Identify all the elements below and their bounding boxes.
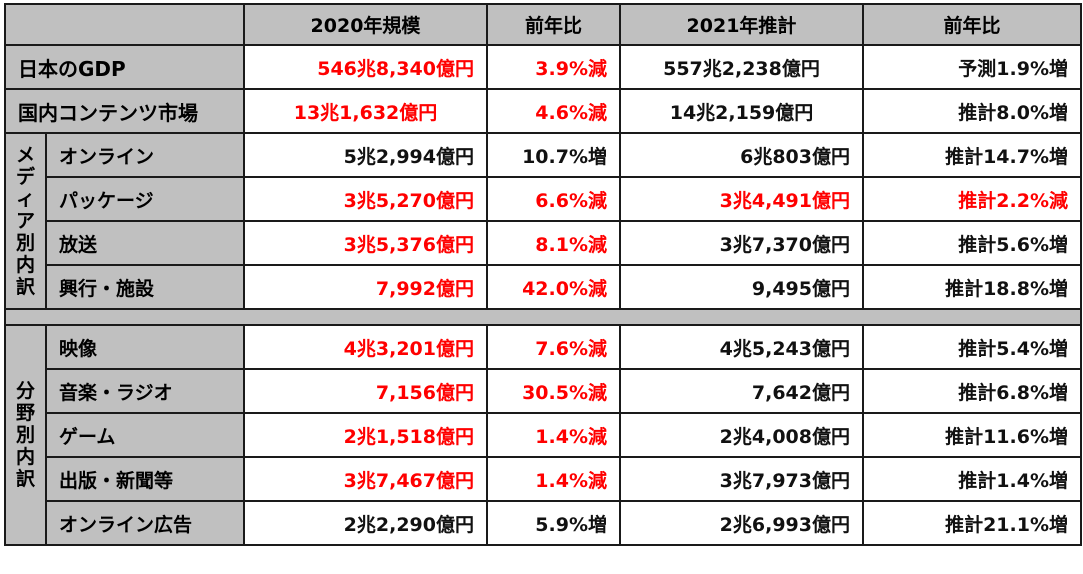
row-label-online: オンライン [45, 132, 245, 178]
cell-value-2020: 546兆8,340億円 [243, 44, 488, 90]
cell-yoy-2020: 7.6%減 [486, 324, 621, 370]
row-label-gdp: 日本のGDP [4, 44, 245, 90]
cell-yoy-2021: 推計2.2%減 [862, 176, 1082, 222]
cell-value-2021: 3兆7,973億円 [619, 456, 864, 502]
cell-yoy-2020: 1.4%減 [486, 456, 621, 502]
cell-value-2020: 2兆2,290億円 [243, 500, 488, 546]
header-yoy-2021: 前年比 [862, 3, 1082, 46]
cell-yoy-2020: 30.5%減 [486, 368, 621, 414]
cell-yoy-2021: 推計18.8%増 [862, 264, 1082, 310]
cell-yoy-2021: 推計11.6%増 [862, 412, 1082, 458]
table-row: 音楽・ラジオ 7,156億円 30.5%減 7,642億円 推計6.8%増 [5, 368, 1082, 414]
cell-value-2021: 4兆5,243億円 [619, 324, 864, 370]
table-row: メディア別内訳 オンライン 5兆2,994億円 10.7%増 6兆803億円 推… [4, 132, 1082, 310]
row-label-content-market: 国内コンテンツ市場 [4, 88, 245, 134]
cell-value-2021: 557兆2,238億円 [619, 44, 864, 90]
cell-value-2021: 6兆803億円 [619, 132, 864, 178]
header-2021-estimate: 2021年推計 [619, 3, 864, 46]
table-row: オンライン広告 2兆2,290億円 5.9%増 2兆6,993億円 推計21.1… [5, 500, 1082, 546]
data-table: 2020年規模 前年比 2021年推計 前年比 日本のGDP 546兆8,340… [4, 3, 1082, 546]
cell-value-2021: 3兆4,491億円 [619, 176, 864, 222]
cell-yoy-2021: 推計5.6%増 [862, 220, 1082, 266]
cell-value-2021: 2兆4,008億円 [619, 412, 864, 458]
cell-value-2020: 3兆5,376億円 [243, 220, 488, 266]
row-label-music-radio: 音楽・ラジオ [45, 368, 245, 414]
cell-value-2020: 13兆1,632億円 [243, 88, 488, 134]
header-row: 2020年規模 前年比 2021年推計 前年比 [4, 3, 1082, 46]
cell-yoy-2021: 推計8.0%増 [862, 88, 1082, 134]
row-label-live-events: 興行・施設 [45, 264, 245, 310]
cell-yoy-2021: 推計6.8%増 [862, 368, 1082, 414]
cell-yoy-2021: 推計14.7%増 [862, 132, 1082, 178]
group-label-media: メディア別内訳 [4, 132, 47, 310]
row-label-game: ゲーム [45, 412, 245, 458]
cell-yoy-2021: 推計5.4%増 [862, 324, 1082, 370]
cell-value-2020: 4兆3,201億円 [243, 324, 488, 370]
table-row: 日本のGDP 546兆8,340億円 3.9%減 557兆2,238億円 予測1… [4, 44, 1082, 90]
table-row: 国内コンテンツ市場 13兆1,632億円 4.6%減 14兆2,159億円 推計… [4, 88, 1082, 134]
market-size-table: 2020年規模 前年比 2021年推計 前年比 日本のGDP 546兆8,340… [4, 3, 1082, 571]
cell-value-2021: 7,642億円 [619, 368, 864, 414]
header-yoy-2020: 前年比 [486, 3, 621, 46]
group-label-field-text: 分野別内訳 [15, 380, 35, 490]
cell-value-2020: 7,992億円 [243, 264, 488, 310]
table-row: パッケージ 3兆5,270億円 6.6%減 3兆4,491億円 推計2.2%減 [5, 176, 1082, 222]
cell-yoy-2020: 10.7%増 [486, 132, 621, 178]
group-label-field: 分野別内訳 [4, 324, 47, 546]
cell-yoy-2021: 予測1.9%増 [862, 44, 1082, 90]
header-2020-size: 2020年規模 [243, 3, 488, 46]
cell-yoy-2020: 3.9%減 [486, 44, 621, 90]
cell-value-2021: 2兆6,993億円 [619, 500, 864, 546]
header-blank-cell [4, 3, 245, 46]
separator-row [4, 308, 1082, 326]
cell-yoy-2020: 4.6%減 [486, 88, 621, 134]
cell-yoy-2020: 8.1%減 [486, 220, 621, 266]
cell-value-2020: 3兆5,270億円 [243, 176, 488, 222]
cell-yoy-2021: 推計1.4%増 [862, 456, 1082, 502]
cell-value-2020: 7,156億円 [243, 368, 488, 414]
cell-value-2020: 5兆2,994億円 [243, 132, 488, 178]
table-row: ゲーム 2兆1,518億円 1.4%減 2兆4,008億円 推計11.6%増 [5, 412, 1082, 458]
cell-value-2021: 9,495億円 [619, 264, 864, 310]
table-row: 放送 3兆5,376億円 8.1%減 3兆7,370億円 推計5.6%増 [5, 220, 1082, 266]
cell-yoy-2020: 5.9%増 [486, 500, 621, 546]
table-row: 分野別内訳 映像 4兆3,201億円 7.6%減 4兆5,243億円 推計5.4… [4, 324, 1082, 546]
table-row: 出版・新聞等 3兆7,467億円 1.4%減 3兆7,973億円 推計1.4%増 [5, 456, 1082, 502]
row-label-broadcast: 放送 [45, 220, 245, 266]
cell-value-2021: 14兆2,159億円 [619, 88, 864, 134]
cell-value-2020: 2兆1,518億円 [243, 412, 488, 458]
row-label-publishing: 出版・新聞等 [45, 456, 245, 502]
cell-yoy-2020: 6.6%減 [486, 176, 621, 222]
row-label-video: 映像 [45, 324, 245, 370]
row-label-online-ads: オンライン広告 [45, 500, 245, 546]
separator-cell [4, 308, 1082, 326]
cell-yoy-2020: 42.0%減 [486, 264, 621, 310]
row-label-package: パッケージ [45, 176, 245, 222]
table-row: 興行・施設 7,992億円 42.0%減 9,495億円 推計18.8%増 [5, 264, 1082, 310]
group-label-media-text: メディア別内訳 [15, 144, 35, 298]
cell-value-2020: 3兆7,467億円 [243, 456, 488, 502]
cell-value-2021: 3兆7,370億円 [619, 220, 864, 266]
cell-yoy-2021: 推計21.1%増 [862, 500, 1082, 546]
cell-yoy-2020: 1.4%減 [486, 412, 621, 458]
